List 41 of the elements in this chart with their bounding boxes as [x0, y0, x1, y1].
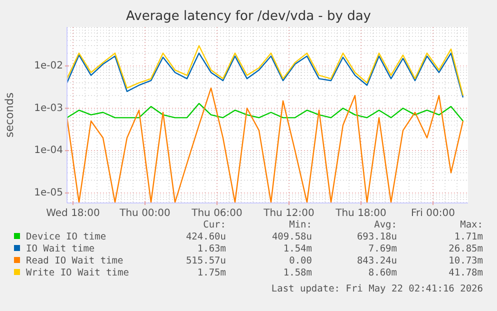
- x-tick-label: Thu 00:00: [118, 208, 170, 219]
- text: 26.85m: [448, 243, 484, 254]
- x-tick-label: Fri 00:00: [411, 208, 455, 219]
- legend-label: Read IO Wait time: [26, 255, 124, 266]
- text: 41.78m: [448, 267, 484, 278]
- y-axis-title: seconds: [3, 92, 16, 138]
- text: 7.69m: [368, 243, 398, 254]
- x-tick-label: Wed 18:00: [46, 208, 100, 219]
- text: 1.63m: [197, 243, 226, 254]
- text: 1.58m: [283, 267, 312, 278]
- text: Max:: [460, 219, 483, 230]
- text: 1.75m: [197, 267, 226, 278]
- text: 8.60m: [368, 267, 398, 278]
- legend-label: IO Wait time: [26, 243, 95, 254]
- text: 0.00: [289, 255, 312, 266]
- line-series: [67, 102, 464, 122]
- text: Avg:: [374, 219, 397, 230]
- text: 10.73m: [448, 255, 484, 266]
- text: 843.24u: [356, 255, 397, 266]
- legend-label: Device IO time: [26, 231, 106, 242]
- line-series: [67, 87, 464, 203]
- line-series: [67, 45, 464, 96]
- text: 409.58u: [272, 231, 312, 242]
- text: 424.60u: [186, 231, 226, 242]
- x-tick-label: Thu 18:00: [334, 208, 386, 219]
- y-tick-label: 1e-04: [34, 145, 63, 156]
- text: 1.71m: [454, 231, 484, 242]
- text: Min:: [289, 219, 312, 230]
- line-series: [67, 52, 464, 98]
- text: 693.18u: [356, 231, 397, 242]
- chart-title: Average latency for /dev/vda - by day: [126, 9, 372, 24]
- legend-label: Write IO Wait time: [26, 267, 130, 278]
- x-tick-label: Thu 06:00: [190, 208, 242, 219]
- text: 515.57u: [186, 255, 226, 266]
- y-tick-label: 1e-02: [34, 60, 63, 72]
- y-tick-label: 1e-03: [34, 102, 63, 114]
- text: Cur:: [203, 219, 226, 230]
- y-tick-label: 1e-05: [34, 187, 63, 198]
- text: 1.54m: [283, 243, 312, 254]
- x-tick-label: Thu 12:00: [262, 208, 314, 219]
- text: Last update: Fri May 22 02:41:16 2026: [271, 283, 484, 294]
